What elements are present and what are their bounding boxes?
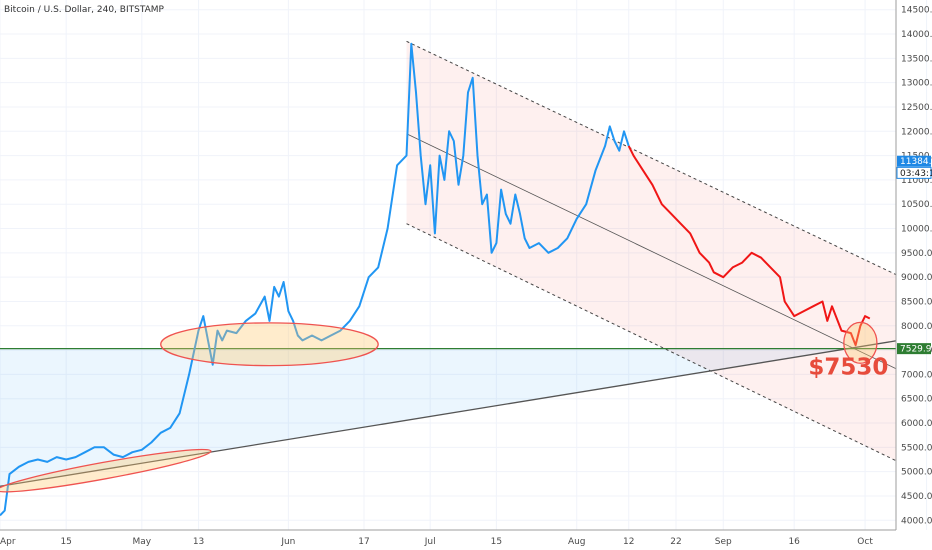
price-badge — [897, 343, 931, 355]
annotation-layer — [0, 40, 896, 487]
y-tick-label: 9000.00 — [901, 273, 932, 283]
channel-mid-line — [406, 133, 896, 370]
y-tick-label: 13000.00 — [901, 79, 932, 89]
channel-upper-line — [406, 40, 896, 276]
y-tick-label: 6500.00 — [901, 395, 932, 405]
series-layer — [0, 42, 871, 517]
highlight-ellipse — [0, 448, 212, 493]
price-badge — [897, 155, 931, 167]
price-series-line — [627, 145, 871, 347]
y-tick-label: 4500.00 — [901, 492, 932, 502]
y-tick-label: 7000.00 — [901, 370, 932, 380]
y-tick-label: 13500.00 — [901, 54, 932, 64]
y-tick-label: 8000.00 — [901, 322, 932, 332]
x-tick-label: 15 — [491, 537, 502, 547]
x-tick-label: Oct — [857, 537, 873, 547]
support-trendline — [0, 340, 896, 487]
y-tick-label: 10000.00 — [901, 225, 932, 235]
highlight-ellipse — [160, 322, 379, 367]
price-badge — [896, 166, 932, 179]
price-badge-label: 7529.92 — [900, 345, 932, 355]
y-tick-label: 12000.00 — [901, 127, 932, 137]
y-tick-label: 4000.00 — [901, 516, 932, 526]
chart-title: Bitcoin / U.S. Dollar, 240, BITSTAMP — [4, 5, 165, 15]
y-tick-label: 14000.00 — [901, 30, 932, 40]
x-tick-label: 15 — [60, 537, 71, 547]
y-tick-label: 5000.00 — [901, 468, 932, 478]
x-tick-label: 12 — [623, 537, 634, 547]
y-tick-label: 5500.00 — [901, 443, 932, 453]
x-tick-label: 17 — [358, 537, 369, 547]
x-tick-label: Apr — [0, 537, 16, 547]
price-series-line — [0, 42, 630, 517]
highlight-ellipse — [843, 321, 878, 364]
x-tick-label: May — [133, 537, 152, 547]
grid-layer — [0, 0, 928, 530]
x-tick-label: 16 — [788, 537, 800, 547]
y-tick-label: 10500.00 — [901, 200, 932, 210]
price-callout-label: $7530 — [808, 354, 888, 380]
price-badge-label: 11384.71 — [900, 157, 932, 167]
y-tick-label: 14500.00 — [901, 6, 932, 16]
y-tick-label: 8500.00 — [901, 297, 932, 307]
x-tick-label: 22 — [670, 537, 681, 547]
y-tick-label: 12500.00 — [901, 103, 932, 113]
x-tick-label: Jun — [280, 537, 295, 547]
price-badge-label: 03:43:13 — [900, 169, 932, 179]
x-tick-label: Aug — [568, 537, 586, 547]
y-tick-label: 6000.00 — [901, 419, 932, 429]
overlay-layer: $7530 — [0, 321, 888, 493]
y-tick-label: 11000.00 — [901, 176, 932, 186]
x-tick-label: Jul — [424, 537, 436, 547]
y-tick-label: 9500.00 — [901, 249, 932, 259]
x-tick-label: 13 — [193, 537, 204, 547]
x-tick-label: Sep — [715, 537, 732, 547]
